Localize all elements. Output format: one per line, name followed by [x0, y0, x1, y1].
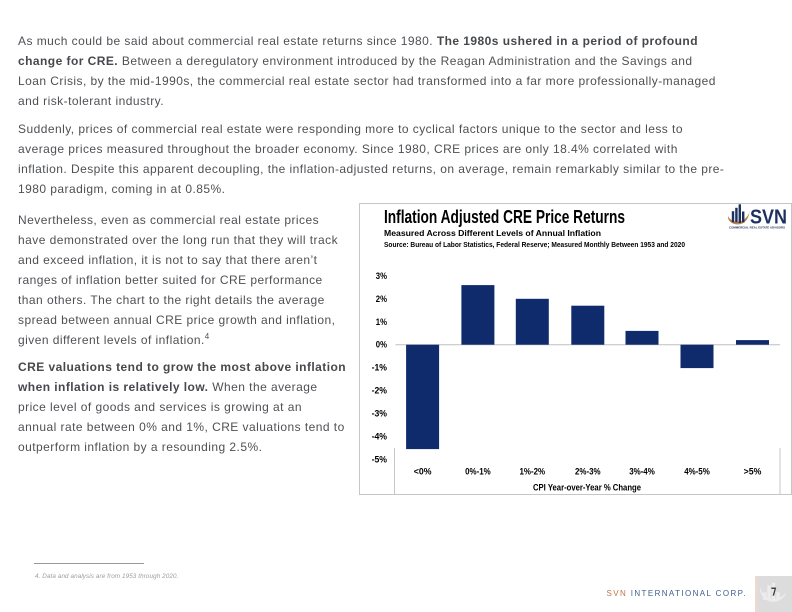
- svg-text:<0%: <0%: [414, 466, 432, 476]
- svg-text:-4%: -4%: [372, 430, 388, 441]
- svg-text:1%-2%: 1%-2%: [520, 466, 546, 476]
- svg-text:3%: 3%: [376, 270, 388, 281]
- svg-text:SVN: SVN: [750, 206, 787, 228]
- svg-text:-3%: -3%: [372, 408, 388, 419]
- svg-text:CPI Year-over-Year % Change: CPI Year-over-Year % Change: [533, 483, 641, 493]
- svg-text:2%-3%: 2%-3%: [575, 466, 601, 476]
- svg-text:3%-4%: 3%-4%: [629, 466, 655, 476]
- svg-text:COMMERCIAL REAL ESTATE ADVISOR: COMMERCIAL REAL ESTATE ADVISORS: [729, 225, 785, 229]
- svg-text:0%-1%: 0%-1%: [465, 466, 491, 476]
- svg-text:Source: Bureau of Labor Statis: Source: Bureau of Labor Statistics, Fede…: [384, 242, 685, 249]
- svg-text:Measured Across Different Leve: Measured Across Different Levels of Annu…: [384, 228, 601, 238]
- svg-text:-1%: -1%: [372, 362, 388, 373]
- svg-text:>5%: >5%: [744, 466, 762, 476]
- svg-text:1%: 1%: [376, 316, 388, 327]
- svg-text:0%: 0%: [376, 339, 388, 350]
- svg-text:-5%: -5%: [372, 453, 388, 464]
- svg-text:4%-5%: 4%-5%: [684, 466, 710, 476]
- svg-text:2%: 2%: [376, 293, 388, 304]
- svg-text:Inflation Adjusted CRE Price R: Inflation Adjusted CRE Price Returns: [384, 206, 625, 227]
- svg-text:-2%: -2%: [372, 385, 388, 396]
